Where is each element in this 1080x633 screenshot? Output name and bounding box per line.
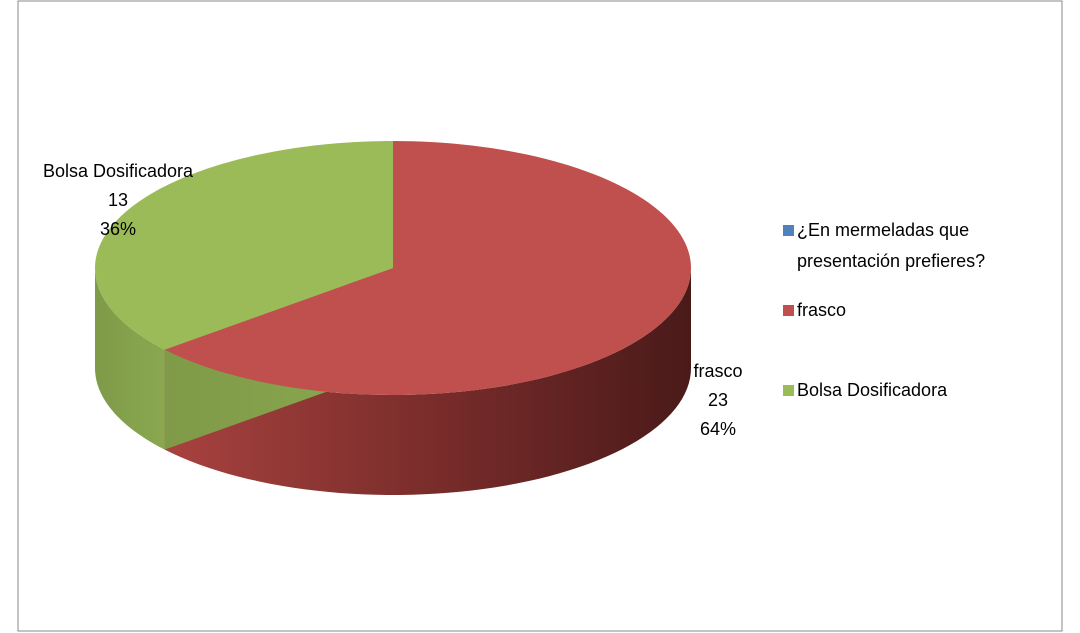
- legend-line: ¿En mermeladas que: [797, 220, 969, 240]
- legend-swatch: [783, 385, 794, 396]
- slice-side: [95, 268, 165, 450]
- data-label-percent: 36%: [100, 219, 136, 239]
- legend-line: presentación prefieres?: [797, 251, 985, 271]
- data-label-percent: 64%: [700, 419, 736, 439]
- slice: [164, 141, 691, 395]
- data-label-value: 13: [108, 190, 128, 210]
- slice-side: [164, 268, 691, 495]
- slice: [95, 141, 394, 350]
- data-label-name: Bolsa Dosificadora: [43, 161, 194, 181]
- legend-swatch: [783, 225, 794, 236]
- data-label-name: frasco: [693, 361, 742, 381]
- legend-label: Bolsa Dosificadora: [797, 380, 948, 400]
- legend-swatch: [783, 305, 794, 316]
- legend-label: ¿En mermeladas que presentación prefieres…: [797, 220, 985, 271]
- legend-label: frasco: [797, 300, 846, 320]
- data-label-value: 23: [708, 390, 728, 410]
